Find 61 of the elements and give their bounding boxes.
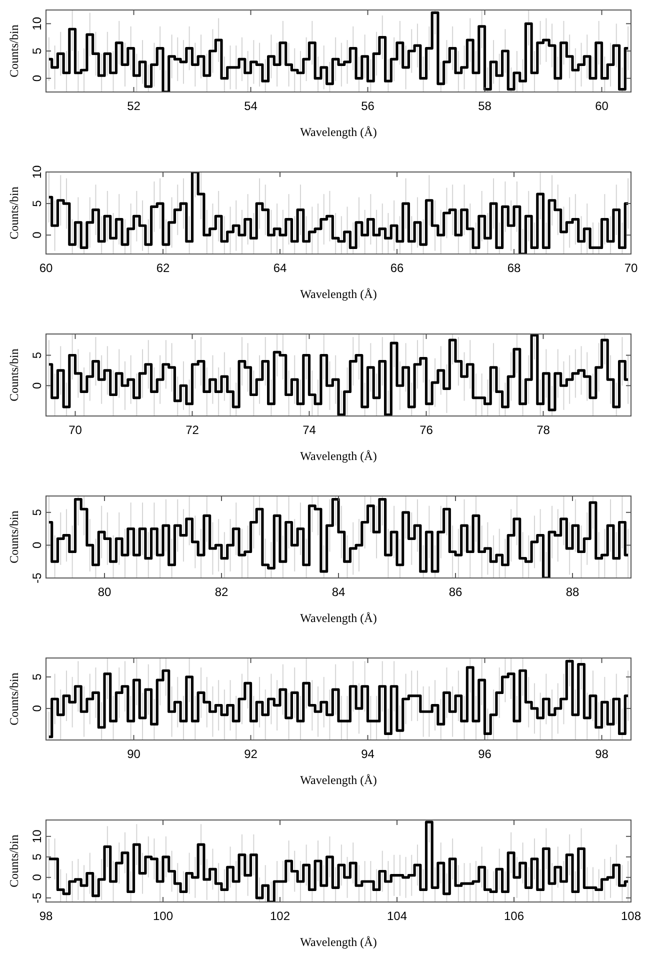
y-tick-label: 10 bbox=[30, 16, 44, 30]
y-axis-title: Counts/bin bbox=[7, 24, 21, 78]
x-tick-label: 94 bbox=[361, 747, 375, 761]
x-axis-title: Wavelength (Å) bbox=[300, 935, 377, 949]
x-tick-label: 78 bbox=[536, 423, 550, 437]
x-tick-label: 92 bbox=[244, 747, 258, 761]
y-tick-label: 5 bbox=[30, 200, 44, 207]
x-tick-label: 102 bbox=[270, 909, 290, 923]
x-axis-title: Wavelength (Å) bbox=[300, 611, 377, 625]
x-tick-label: 84 bbox=[332, 585, 346, 599]
y-tick-label: 10 bbox=[30, 829, 44, 844]
x-tick-label: 98 bbox=[39, 909, 53, 923]
x-tick-label: 90 bbox=[127, 747, 141, 761]
y-tick-label: 0 bbox=[30, 704, 44, 712]
y-axis-title: Counts/bin bbox=[7, 186, 21, 240]
x-tick-label: 74 bbox=[302, 423, 316, 437]
x-tick-label: 60 bbox=[595, 99, 609, 113]
y-tick-label: 0 bbox=[30, 231, 44, 238]
x-axis-title: Wavelength (Å) bbox=[300, 125, 377, 139]
y-axis-title: Counts/bin bbox=[7, 672, 21, 726]
x-tick-label: 76 bbox=[420, 423, 434, 437]
x-tick-label: 80 bbox=[98, 585, 112, 599]
y-axis-title: Counts/bin bbox=[7, 348, 21, 402]
y-tick-label: 0 bbox=[30, 874, 44, 881]
x-tick-label: 66 bbox=[390, 261, 404, 275]
x-tick-label: 68 bbox=[507, 261, 521, 275]
x-tick-label: 56 bbox=[361, 99, 375, 113]
y-tick-label: 5 bbox=[30, 508, 44, 516]
x-tick-label: 98 bbox=[595, 747, 609, 761]
y-tick-label: 5 bbox=[30, 673, 44, 680]
x-axis-title: Wavelength (Å) bbox=[300, 287, 377, 301]
y-tick-label: 5 bbox=[30, 47, 44, 54]
x-tick-label: 104 bbox=[386, 909, 408, 923]
y-tick-label: 5 bbox=[30, 853, 44, 860]
y-tick-label: 10 bbox=[30, 165, 44, 179]
x-tick-label: 58 bbox=[478, 99, 492, 113]
x-tick-label: 62 bbox=[156, 261, 170, 275]
x-tick-label: 52 bbox=[127, 99, 141, 113]
x-tick-label: 70 bbox=[68, 423, 82, 437]
x-tick-label: 72 bbox=[186, 423, 200, 437]
x-tick-label: 108 bbox=[620, 909, 642, 923]
y-tick-label: 0 bbox=[30, 74, 44, 82]
y-axis-title: Counts/bin bbox=[7, 834, 21, 888]
x-tick-label: 96 bbox=[478, 747, 492, 761]
y-tick-label: 0 bbox=[30, 382, 44, 389]
x-tick-label: 64 bbox=[273, 261, 287, 275]
y-tick-label: 0 bbox=[30, 542, 44, 549]
x-tick-label: 106 bbox=[504, 909, 524, 923]
y-tick-label: -5 bbox=[30, 892, 44, 904]
x-axis-title: Wavelength (Å) bbox=[300, 449, 377, 463]
x-tick-label: 54 bbox=[244, 99, 258, 113]
x-tick-label: 88 bbox=[566, 585, 580, 599]
y-tick-label: -5 bbox=[30, 572, 44, 584]
x-tick-label: 86 bbox=[448, 585, 462, 599]
x-tick-label: 60 bbox=[39, 261, 53, 275]
x-axis-title: Wavelength (Å) bbox=[300, 773, 377, 787]
y-axis-title: Counts/bin bbox=[7, 510, 21, 564]
x-tick-label: 82 bbox=[214, 585, 228, 599]
y-tick-label: 5 bbox=[30, 352, 44, 359]
x-tick-label: 70 bbox=[624, 261, 638, 275]
x-tick-label: 100 bbox=[152, 909, 174, 923]
